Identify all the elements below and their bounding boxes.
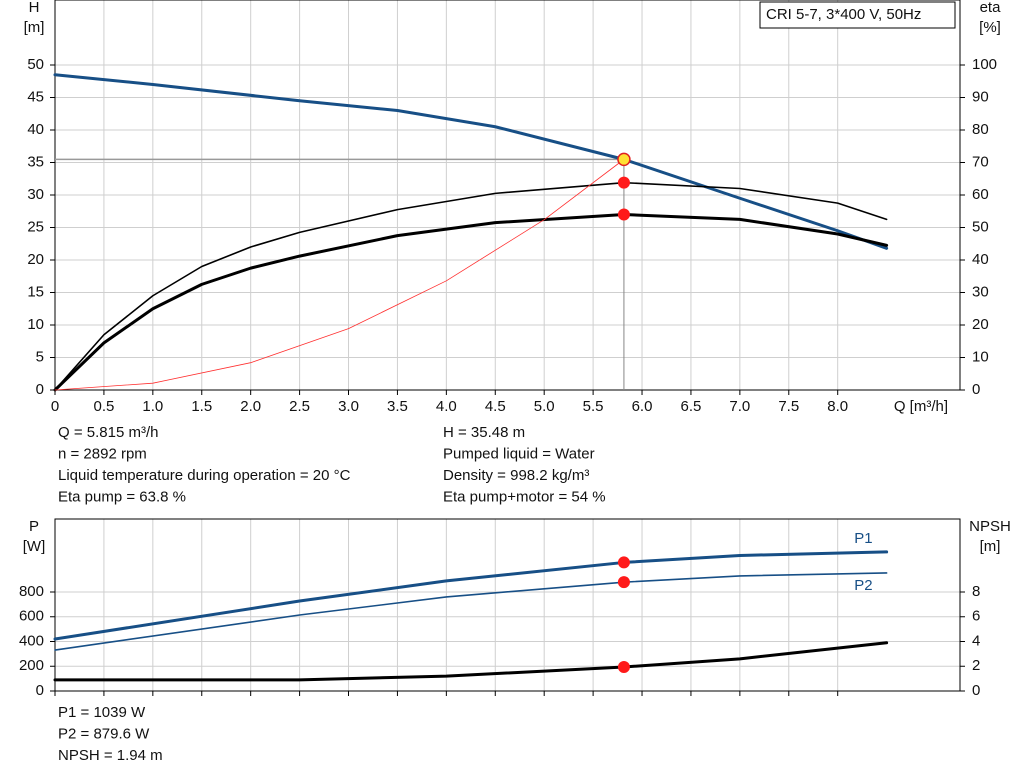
info-text: Liquid temperature during operation = 20… xyxy=(58,467,351,484)
y2-axis-title: eta xyxy=(980,0,1002,16)
y2-tick-label: 90 xyxy=(972,88,989,105)
y2-tick-label: 80 xyxy=(972,121,989,138)
duty-marker xyxy=(617,660,630,673)
y-tick-label: 800 xyxy=(19,583,44,600)
y2-tick-label: 4 xyxy=(972,632,980,649)
y-tick-label: 40 xyxy=(27,121,44,138)
info-text: n = 2892 rpm xyxy=(58,445,147,462)
y2-tick-label: 20 xyxy=(972,316,989,333)
x-axis-title: Q [m³/h] xyxy=(894,398,948,415)
curve xyxy=(53,641,889,682)
x-tick-label: 8.0 xyxy=(827,398,848,415)
curve xyxy=(53,73,889,250)
info-text: Q = 5.815 m³/h xyxy=(58,424,158,441)
y2-tick-label: 60 xyxy=(972,186,989,203)
info-text: P1 = 1039 W xyxy=(58,704,146,721)
chart-title: CRI 5-7, 3*400 V, 50Hz xyxy=(766,6,921,23)
series-label: P2 xyxy=(854,577,872,594)
y-tick-label: 200 xyxy=(19,657,44,674)
series-label: P1 xyxy=(854,530,872,547)
curve xyxy=(54,572,888,651)
y2-tick-label: 6 xyxy=(972,608,980,625)
x-tick-label: 6.5 xyxy=(681,398,702,415)
y-tick-label: 25 xyxy=(27,218,44,235)
x-tick-label: 7.0 xyxy=(729,398,750,415)
info-text: Pumped liquid = Water xyxy=(443,445,595,462)
y-tick-label: 0 xyxy=(36,682,44,699)
y2-tick-label: 10 xyxy=(972,348,989,365)
curve xyxy=(54,158,625,391)
x-tick-label: 3.5 xyxy=(387,398,408,415)
y-axis-unit: [W] xyxy=(23,538,46,555)
y2-tick-label: 50 xyxy=(972,218,989,235)
x-tick-label: 1.0 xyxy=(142,398,163,415)
x-tick-label: 5.0 xyxy=(534,398,555,415)
x-tick-label: 7.5 xyxy=(778,398,799,415)
y-tick-label: 20 xyxy=(27,251,44,268)
y2-tick-label: 0 xyxy=(972,381,980,398)
y-tick-label: 5 xyxy=(36,348,44,365)
duty-marker xyxy=(617,208,630,221)
x-tick-label: 1.5 xyxy=(191,398,212,415)
y-tick-label: 35 xyxy=(27,153,44,170)
duty-marker xyxy=(617,176,630,189)
x-tick-label: 5.5 xyxy=(583,398,604,415)
info-text: Eta pump+motor = 54 % xyxy=(443,488,606,505)
y-tick-label: 45 xyxy=(27,88,44,105)
info-text: H = 35.48 m xyxy=(443,424,525,441)
x-tick-label: 3.0 xyxy=(338,398,359,415)
y-tick-label: 10 xyxy=(27,316,44,333)
plot-frame xyxy=(54,0,961,391)
y-tick-label: 30 xyxy=(27,186,44,203)
curve xyxy=(53,213,889,392)
x-tick-label: 2.0 xyxy=(240,398,261,415)
x-tick-label: 6.0 xyxy=(632,398,653,415)
y2-tick-label: 8 xyxy=(972,583,980,600)
info-text: Eta pump = 63.8 % xyxy=(58,488,186,505)
x-tick-label: 0.5 xyxy=(93,398,114,415)
y2-tick-label: 0 xyxy=(972,682,980,699)
x-tick-label: 4.5 xyxy=(485,398,506,415)
y2-tick-label: 100 xyxy=(972,56,997,73)
title-box xyxy=(759,1,956,29)
duty-marker xyxy=(617,576,630,589)
y-tick-label: 600 xyxy=(19,608,44,625)
y-tick-label: 0 xyxy=(36,381,44,398)
curve xyxy=(53,550,889,641)
duty-marker xyxy=(617,556,630,569)
y2-tick-label: 2 xyxy=(972,657,980,674)
curve xyxy=(54,181,888,391)
duty-marker xyxy=(617,152,631,167)
y-tick-label: 400 xyxy=(19,632,44,649)
x-tick-label: 0 xyxy=(51,398,59,415)
y2-tick-label: 70 xyxy=(972,153,989,170)
y-axis-title: H xyxy=(29,0,40,16)
x-tick-label: 4.0 xyxy=(436,398,457,415)
y-axis-unit: [m] xyxy=(24,19,45,36)
info-text: Density = 998.2 kg/m³ xyxy=(443,467,589,484)
info-text: NPSH = 1.94 m xyxy=(58,747,163,764)
y2-axis-title: NPSH xyxy=(969,518,1011,535)
y2-axis-unit: [m] xyxy=(980,538,1001,555)
x-tick-label: 2.5 xyxy=(289,398,310,415)
plot-frame xyxy=(54,518,961,692)
y2-tick-label: 30 xyxy=(972,283,989,300)
y2-tick-label: 40 xyxy=(972,251,989,268)
y-tick-label: 50 xyxy=(27,56,44,73)
info-text: P2 = 879.6 W xyxy=(58,725,150,742)
y-tick-label: 15 xyxy=(27,283,44,300)
y2-axis-unit: [%] xyxy=(979,19,1001,36)
y-axis-title: P xyxy=(29,518,39,535)
